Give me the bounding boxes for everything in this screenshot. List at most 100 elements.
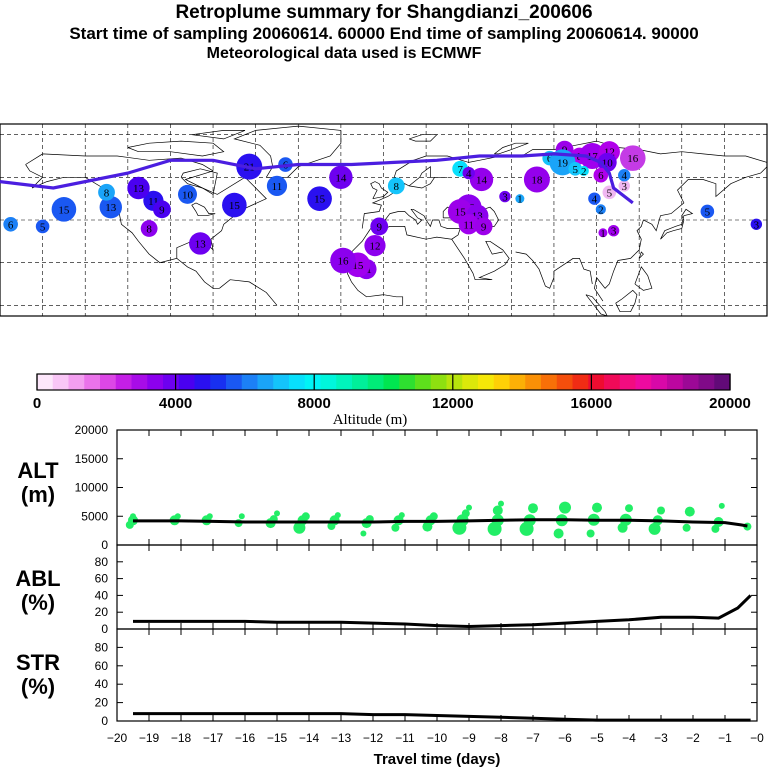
alt-ytick-label: 10000 (75, 481, 109, 495)
source-label: 13 (195, 238, 207, 250)
colorbar-label: Altitude (m) (333, 412, 408, 428)
source-label: 1 (517, 194, 523, 206)
coastline-segment (127, 140, 225, 157)
source-label: 8 (146, 224, 152, 236)
source-label: 18 (531, 174, 543, 186)
abl-series-line (133, 594, 752, 629)
source-label: 17 (587, 151, 599, 163)
coastline-segment (191, 202, 216, 217)
alt-scatter-point (684, 506, 695, 517)
source-label: 6 (8, 219, 14, 231)
alt-scatter-point (648, 522, 661, 535)
x-tick-label: −12 (363, 731, 384, 745)
x-tick-label: −20 (107, 731, 128, 745)
colorbar-swatch (525, 374, 542, 390)
abl-panel-label: ABL (15, 566, 60, 591)
colorbar-swatch (241, 374, 259, 390)
x-tick-label: −7 (526, 731, 540, 745)
source-label: 5 (607, 187, 613, 199)
coastline-segment (370, 208, 461, 240)
x-tick-label: −2 (686, 731, 700, 745)
colorbar-swatch (336, 374, 353, 390)
source-label: 5 (40, 221, 46, 233)
alt-scatter-point (559, 501, 571, 514)
x-tick-label: −16 (235, 731, 256, 745)
source-label: 16 (627, 153, 639, 165)
source-markers: 9817121610619565423171418816151311915141… (3, 140, 763, 280)
source-label: 12 (369, 241, 380, 253)
x-tick-label: −9 (462, 731, 476, 745)
coastline-segment (361, 140, 768, 229)
source-label: 9 (481, 221, 487, 233)
source-label: 9 (159, 204, 165, 216)
abl-panel-unit: (%) (21, 590, 55, 615)
coastline-segment (585, 294, 608, 317)
source-circle (35, 219, 50, 234)
alt-scatter-point (398, 512, 405, 519)
source-circle (588, 192, 601, 205)
source-label: 15 (352, 260, 364, 272)
coastline-segment (615, 289, 638, 313)
alt-scatter-point (682, 523, 691, 532)
abl-ytick-label: 60 (95, 572, 109, 586)
colorbar-swatch (667, 374, 684, 390)
source-label: 14 (476, 174, 488, 186)
x-tick-label: −8 (494, 731, 508, 745)
colorbar-swatch (572, 374, 589, 390)
alt-frame (116, 429, 758, 546)
x-tick-label: −14 (299, 731, 320, 745)
x-tick-label: −15 (267, 731, 288, 745)
colorbar-tick-label: 4000 (159, 395, 192, 412)
alt-scatter-point (586, 529, 595, 538)
source-circle (619, 145, 646, 171)
x-tick-label: −17 (203, 731, 224, 745)
colorbar-swatch (163, 374, 180, 390)
alt-scatter-point (492, 505, 503, 516)
alt-scatter-point (391, 523, 400, 532)
alt-ytick-label: 20000 (75, 423, 109, 437)
alt-panel-unit: (m) (21, 482, 55, 507)
source-circle (618, 169, 631, 182)
source-label: 12 (604, 147, 615, 159)
coastline-segment (638, 251, 644, 259)
source-label: 11 (148, 196, 159, 208)
sampling-times: Start time of sampling 20060614. 60000 E… (69, 24, 699, 43)
source-label: 5 (573, 164, 579, 176)
source-circle (595, 204, 606, 215)
coastline-segment (233, 125, 342, 178)
alt-scatter-point (238, 513, 245, 520)
colorbar-swatch (478, 374, 495, 390)
colorbar-swatch (147, 374, 164, 390)
source-circle (568, 162, 583, 176)
coastline-segment (370, 181, 389, 200)
abl-ytick-label: 80 (95, 555, 109, 569)
colorbar-swatch (619, 374, 637, 390)
colorbar-swatch (714, 374, 731, 390)
source-circle (462, 166, 475, 180)
abl-ytick-label: 0 (101, 622, 108, 636)
colorbar-swatch (588, 374, 605, 390)
source-circle (387, 177, 405, 195)
x-tick-label: −10 (427, 731, 448, 745)
x-tick-label: −19 (139, 731, 160, 745)
colorbar-swatch (383, 374, 400, 390)
colorbar-swatch (415, 374, 432, 390)
source-circle (153, 200, 171, 219)
source-label: 15 (314, 194, 326, 206)
colorbar-swatch (257, 374, 274, 390)
source-circle (222, 192, 247, 218)
source-label: 14 (335, 172, 347, 184)
x-tick-label: −11 (395, 731, 415, 745)
abl-ytick-label: 20 (95, 605, 109, 619)
source-circle (266, 175, 288, 196)
coastline-segment (180, 168, 218, 195)
colorbar-swatch (226, 374, 243, 390)
alt-scatter-point (592, 502, 602, 513)
colorbar-swatch (493, 374, 511, 390)
colorbar-swatch (399, 374, 416, 390)
coastline-segment (494, 142, 529, 155)
x-tick-label: −0 (750, 731, 764, 745)
colorbar-swatch (131, 374, 148, 390)
source-label: 3 (611, 226, 617, 238)
